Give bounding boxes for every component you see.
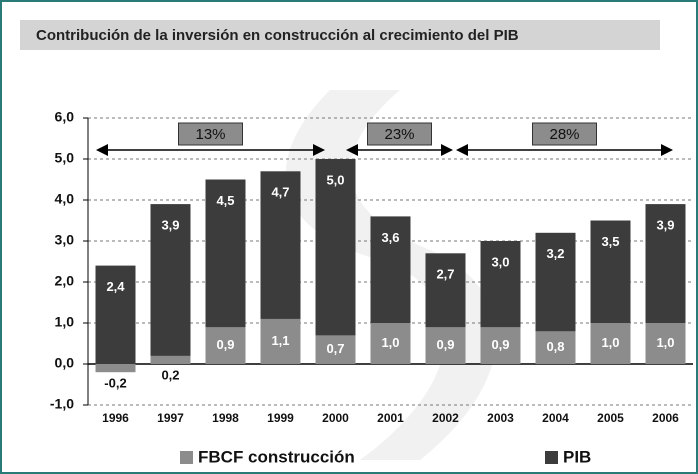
data-label: 2,4 [106, 279, 125, 294]
bar [425, 327, 466, 364]
data-label: 4,5 [216, 193, 234, 208]
y-tick-label: 5,0 [55, 150, 75, 166]
annotation-label: 28% [549, 126, 579, 143]
bar [590, 323, 631, 364]
data-label: 2,7 [436, 267, 454, 282]
data-label: 3,2 [546, 246, 564, 261]
x-tick-label: 2004 [542, 411, 569, 425]
data-label: 5,0 [326, 172, 344, 187]
data-label: 0,9 [216, 337, 234, 352]
title-box [20, 20, 660, 50]
data-label: 3,9 [656, 218, 674, 233]
data-label: 0,2 [161, 367, 179, 382]
legend-label: FBCF construcción [198, 447, 355, 466]
data-label: 1,0 [601, 335, 619, 350]
annotation-box [532, 122, 597, 146]
x-tick-label: 1996 [102, 411, 129, 425]
bar [260, 318, 301, 364]
bar [205, 327, 246, 364]
bar [645, 323, 686, 364]
annotation-box [367, 122, 432, 146]
data-label: 3,9 [161, 218, 179, 233]
x-tick-label: 1999 [267, 411, 294, 425]
y-tick-label: 6,0 [55, 109, 75, 125]
data-label: 1,0 [381, 335, 399, 350]
x-tick-label: 2006 [652, 411, 679, 425]
y-tick-label: 2,0 [55, 273, 75, 289]
bar [315, 335, 356, 364]
data-label: 3,0 [491, 254, 509, 269]
data-label: 3,6 [381, 230, 399, 245]
data-label: 0,7 [326, 341, 344, 356]
data-label: 4,7 [271, 185, 289, 200]
data-label: 3,5 [601, 234, 619, 249]
y-tick-label: -1,0 [50, 396, 74, 412]
legend-swatch [545, 451, 558, 464]
bar [480, 327, 521, 364]
x-tick-label: 2001 [377, 411, 404, 425]
data-label: 1,0 [656, 335, 674, 350]
annotation-box [178, 122, 243, 146]
data-label: 1,1 [271, 333, 289, 348]
legend-label: PIB [563, 447, 591, 466]
x-tick-label: 2003 [487, 411, 514, 425]
data-label: -0,2 [104, 376, 126, 391]
x-tick-label: 2000 [322, 411, 349, 425]
y-tick-label: 3,0 [55, 232, 75, 248]
legend-swatch [180, 451, 193, 464]
y-tick-label: 1,0 [55, 314, 75, 330]
x-tick-label: 2005 [597, 411, 624, 425]
x-tick-label: 1998 [212, 411, 239, 425]
bar [95, 364, 136, 373]
bar [535, 331, 576, 364]
bar [150, 355, 191, 364]
bar [95, 265, 136, 364]
bar [315, 159, 356, 364]
bar [370, 323, 411, 364]
y-tick-label: 0,0 [55, 355, 75, 371]
bar [150, 204, 191, 364]
data-label: 0,9 [436, 337, 454, 352]
x-tick-label: 2002 [432, 411, 459, 425]
y-tick-label: 4,0 [55, 191, 75, 207]
chart-title: Contribución de la inversión en construc… [36, 27, 519, 44]
data-label: 0,9 [491, 337, 509, 352]
data-label: 0,8 [546, 339, 564, 354]
annotation-label: 13% [195, 126, 225, 143]
annotation-label: 23% [384, 126, 414, 143]
x-tick-label: 1997 [157, 411, 184, 425]
